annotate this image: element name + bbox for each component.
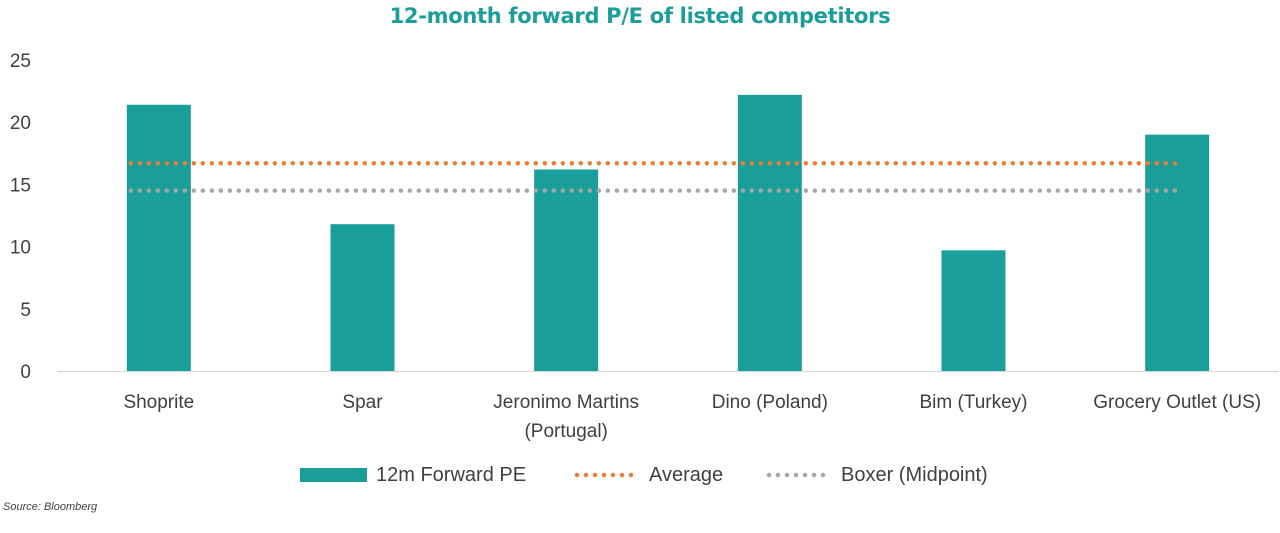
legend-label-boxer: Boxer (Midpoint) [841, 463, 988, 486]
y-axis: 0 5 10 15 20 25 [10, 51, 31, 383]
x-axis-labels: Shoprite Spar Jeronimo Martins (Portugal) Di… [123, 392, 1261, 442]
legend-label-average: Average [649, 463, 724, 486]
legend: 12m Forward PE Average Boxer (Midpoint) [0, 460, 1280, 490]
legend-item-boxer: Boxer (Midpoint) [766, 460, 988, 490]
legend-bar-swatch [300, 468, 367, 482]
bar [737, 94, 802, 371]
x-tick-label: Spar [342, 392, 383, 413]
bar [941, 250, 1006, 371]
source-note: Source: Bloomberg [3, 501, 98, 513]
y-tick-label: 0 [20, 362, 31, 383]
y-tick-label: 20 [10, 113, 31, 134]
y-tick-label: 15 [10, 175, 31, 196]
x-tick-label: Shoprite [123, 392, 194, 413]
legend-item-average: Average [574, 460, 723, 490]
y-tick-label: 5 [20, 300, 31, 321]
x-tick-label: Bim (Turkey) [919, 392, 1027, 413]
legend-item-bar: 12m Forward PE [300, 460, 526, 490]
line-series [128, 161, 1185, 193]
bar [534, 169, 599, 371]
bar [126, 104, 191, 371]
x-tick-label: Dino (Poland) [712, 392, 828, 413]
x-tick-label: Jeronimo Martins (Portugal) [493, 392, 639, 442]
bar [1145, 134, 1210, 371]
bar-series [126, 94, 1210, 371]
legend-boxer-swatch [766, 472, 832, 478]
legend-label-forward-pe: 12m Forward PE [376, 463, 527, 486]
y-tick-label: 10 [10, 238, 31, 259]
x-tick-label: Grocery Outlet (US) [1093, 392, 1261, 413]
chart-title: 12-month forward P/E of listed competito… [389, 4, 891, 28]
y-tick-label: 25 [10, 51, 31, 72]
legend-average-swatch [574, 472, 640, 478]
bar [330, 224, 395, 371]
